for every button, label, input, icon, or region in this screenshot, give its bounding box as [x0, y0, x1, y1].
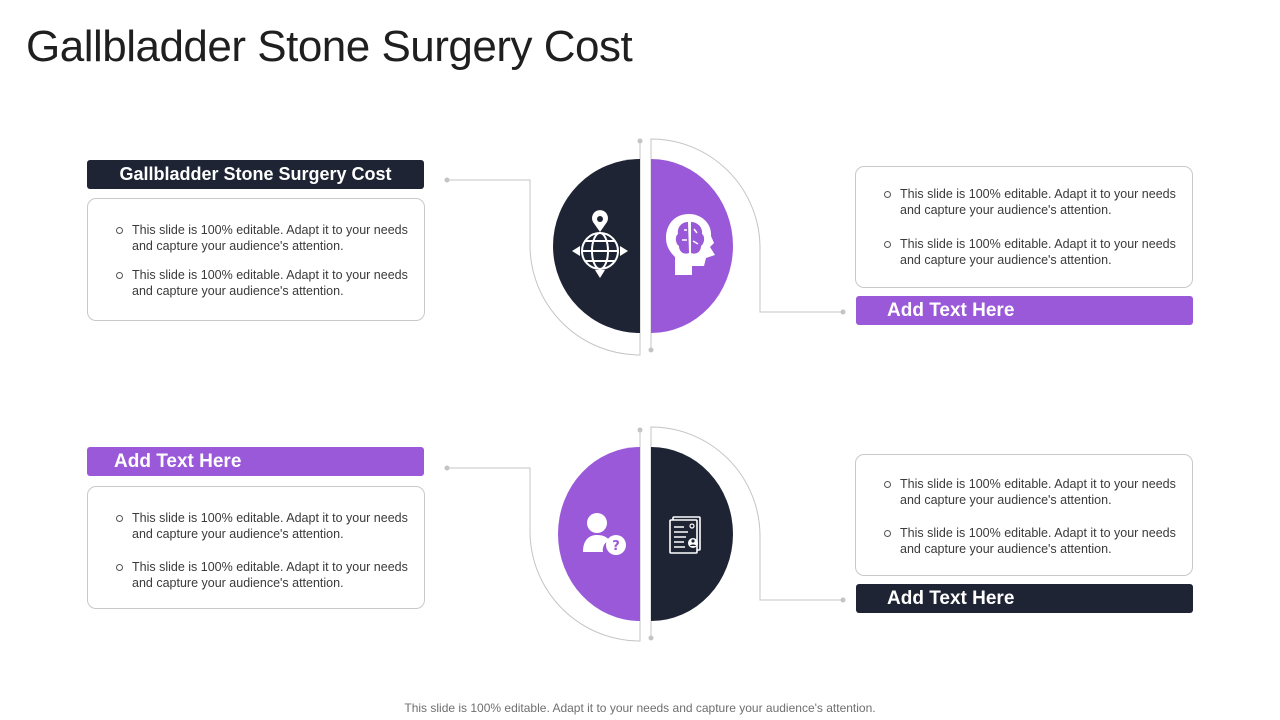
user-question-icon: ? — [583, 513, 626, 555]
half-circle-bottom-left — [558, 447, 640, 621]
half-circle-top-left — [553, 159, 640, 333]
connector-dot — [840, 597, 846, 603]
globe-location-icon — [572, 210, 628, 278]
connector-top-left — [447, 140, 641, 356]
text-box-bottom-right: This slide is 100% editable. Adapt it to… — [855, 454, 1193, 576]
brain-head-icon — [666, 214, 715, 275]
text-box-top-right: This slide is 100% editable. Adapt it to… — [855, 166, 1193, 288]
bullet-item: This slide is 100% editable. Adapt it to… — [116, 559, 408, 591]
bullet-item: This slide is 100% editable. Adapt it to… — [884, 525, 1176, 557]
svg-text:?: ? — [612, 539, 620, 554]
connector-dot — [840, 309, 846, 315]
bullet-item: This slide is 100% editable. Adapt it to… — [884, 476, 1176, 508]
connector-dot — [648, 635, 654, 641]
bullet-item: This slide is 100% editable. Adapt it to… — [884, 186, 1176, 218]
connector-dot — [648, 347, 654, 353]
bullet-item: This slide is 100% editable. Adapt it to… — [884, 236, 1176, 268]
connector-dot — [444, 465, 450, 471]
text-box-top-left: This slide is 100% editable. Adapt it to… — [87, 198, 425, 321]
bullet-item: This slide is 100% editable. Adapt it to… — [116, 510, 408, 542]
connector-bottom-right — [650, 426, 843, 638]
bullet-item: This slide is 100% editable. Adapt it to… — [116, 267, 408, 299]
label-bottom-left: Add Text Here — [87, 447, 424, 476]
label-top-right: Add Text Here — [856, 296, 1193, 325]
connector-top-right — [650, 138, 843, 350]
connector-dot — [444, 177, 450, 183]
resume-document-icon — [669, 516, 701, 554]
label-top-left: Gallbladder Stone Surgery Cost — [87, 160, 424, 189]
bullet-item: This slide is 100% editable. Adapt it to… — [116, 222, 408, 254]
connector-dot — [637, 427, 643, 433]
connector-dot — [637, 138, 643, 144]
label-bottom-right: Add Text Here — [856, 584, 1193, 613]
text-box-bottom-left: This slide is 100% editable. Adapt it to… — [87, 486, 425, 609]
footer-note: This slide is 100% editable. Adapt it to… — [404, 701, 876, 715]
slide-title: Gallbladder Stone Surgery Cost — [26, 22, 633, 71]
connector-bottom-left — [447, 430, 641, 642]
